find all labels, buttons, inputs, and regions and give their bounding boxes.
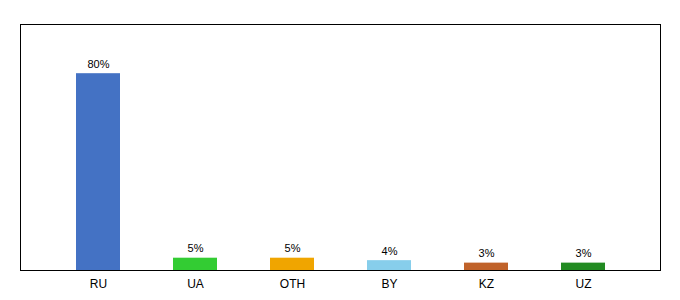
svg-text:UZ: UZ — [576, 277, 592, 291]
svg-text:KZ: KZ — [479, 277, 494, 291]
svg-text:BY: BY — [381, 277, 397, 291]
svg-text:RU: RU — [90, 277, 107, 291]
svg-text:UA: UA — [187, 277, 204, 291]
svg-text:3%: 3% — [479, 247, 495, 259]
svg-text:5%: 5% — [285, 242, 301, 254]
svg-text:3%: 3% — [576, 247, 592, 259]
svg-text:5%: 5% — [188, 242, 204, 254]
svg-text:OTH: OTH — [280, 277, 305, 291]
svg-text:80%: 80% — [87, 58, 109, 70]
svg-text:4%: 4% — [382, 245, 398, 257]
